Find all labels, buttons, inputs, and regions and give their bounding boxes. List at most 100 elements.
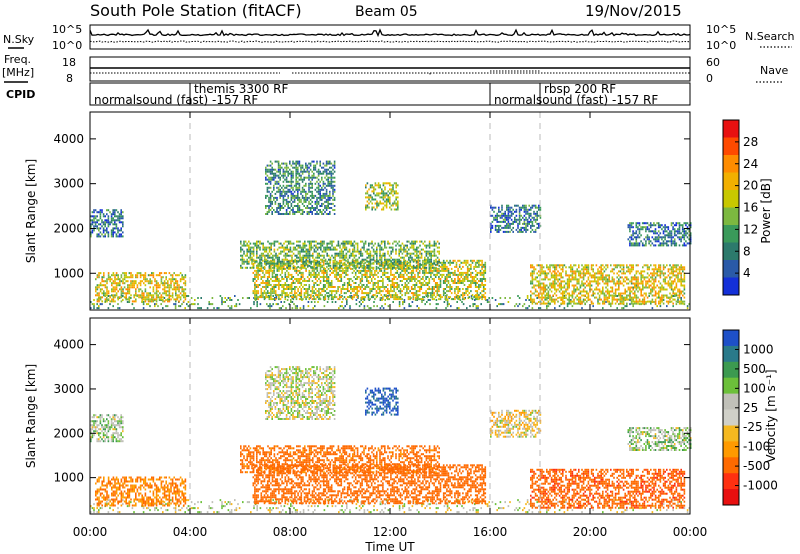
power-cell — [362, 284, 365, 286]
power-cell — [400, 246, 402, 249]
power-cell — [435, 244, 437, 247]
power-cell — [361, 292, 363, 295]
power-cell — [290, 259, 293, 262]
power-cell — [458, 296, 461, 299]
power-cell — [441, 263, 443, 266]
power-cell — [425, 292, 427, 295]
power-cell — [321, 244, 324, 247]
power-cell — [326, 248, 328, 251]
power-cell — [376, 295, 378, 297]
power-cell — [544, 296, 546, 299]
power-cell — [474, 298, 477, 301]
power-cell — [426, 271, 429, 274]
power-cell — [183, 296, 185, 299]
power-cell — [659, 296, 662, 299]
power-cell — [377, 276, 379, 278]
power-cell — [254, 269, 256, 272]
power-cell — [282, 263, 285, 266]
power-cell — [337, 240, 340, 243]
power-cell — [403, 301, 406, 303]
power-cell — [262, 296, 264, 299]
power-cell — [167, 282, 169, 285]
power-cell — [467, 297, 470, 299]
power-cell — [328, 254, 330, 257]
power-cell — [536, 264, 538, 267]
power-cell — [252, 254, 255, 257]
power-cell — [436, 240, 439, 243]
power-cell — [428, 292, 431, 295]
power-cell — [643, 296, 646, 299]
power-cell — [94, 209, 97, 212]
power-cell — [95, 288, 97, 291]
power-cell — [645, 286, 647, 289]
power-cell — [278, 296, 280, 299]
power-cell — [576, 280, 578, 283]
power-cell — [632, 266, 634, 269]
power-cell — [683, 274, 686, 277]
power-cell — [523, 208, 526, 211]
power-cell — [99, 235, 102, 238]
power-cell — [112, 288, 115, 291]
power-cell — [406, 269, 408, 272]
power-cell — [111, 298, 113, 301]
power-cell — [99, 298, 102, 301]
power-cell — [208, 301, 210, 303]
power-cell — [616, 282, 618, 285]
power-cell — [560, 288, 562, 291]
power-cell — [331, 301, 334, 303]
power-cell — [103, 276, 105, 279]
power-cell — [138, 272, 140, 275]
power-cell — [290, 299, 292, 301]
power-cell — [394, 294, 397, 297]
power-cell — [262, 294, 264, 297]
power-cell — [530, 272, 532, 275]
power-cell — [554, 286, 556, 289]
power-cell — [306, 294, 309, 297]
power-cell — [566, 274, 569, 277]
power-cell — [154, 280, 156, 283]
power-cell — [246, 248, 248, 251]
power-cell — [640, 303, 642, 306]
power-cell — [479, 286, 482, 288]
power-cell — [334, 252, 336, 255]
power-cell — [450, 278, 453, 280]
power-cell — [348, 282, 351, 284]
power-cell — [528, 212, 530, 215]
power-cell — [624, 296, 626, 299]
power-cell — [590, 266, 593, 269]
power-cell — [366, 260, 368, 263]
power-cell — [332, 262, 335, 265]
power-cell — [299, 266, 301, 269]
power-cell — [369, 262, 372, 265]
power-cell — [431, 290, 434, 293]
power-cell — [159, 274, 161, 277]
power-cell — [286, 252, 288, 255]
power-cell — [462, 278, 464, 280]
power-cell — [462, 303, 465, 306]
power-cell — [498, 214, 500, 217]
power-cell — [590, 302, 593, 305]
power-cell — [297, 294, 299, 297]
power-cell — [272, 303, 274, 306]
power-cell — [433, 262, 436, 265]
power-cell — [345, 263, 347, 266]
power-cell — [547, 294, 550, 297]
power-cell — [566, 288, 569, 291]
power-cell — [407, 271, 410, 274]
power-cell — [520, 208, 522, 211]
power-cell — [273, 280, 275, 282]
power-cell — [273, 267, 275, 270]
power-cell — [470, 290, 472, 293]
power-cell — [308, 242, 311, 245]
power-cell — [332, 271, 335, 274]
power-cell — [573, 284, 575, 287]
power-cell — [368, 252, 370, 255]
power-cell — [581, 280, 583, 283]
power-cell — [388, 259, 391, 262]
power-cell — [478, 296, 480, 299]
power-cell — [370, 307, 372, 310]
power-cell — [449, 288, 451, 290]
power-cell — [138, 290, 140, 293]
power-cell — [466, 269, 469, 272]
power-cell — [362, 267, 365, 270]
